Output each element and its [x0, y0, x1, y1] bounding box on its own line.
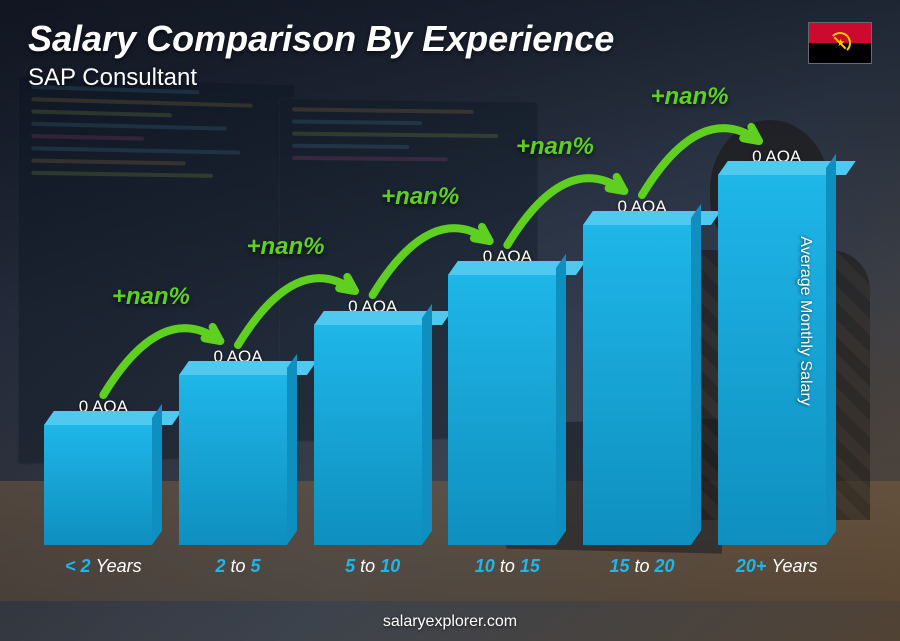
bar [44, 425, 162, 545]
chart-title: Salary Comparison By Experience [28, 18, 872, 60]
y-axis-label: Average Monthly Salary [796, 236, 814, 406]
bar-group-1: 0 AOA2 to 5 [175, 110, 302, 545]
bar [583, 225, 701, 545]
bar [179, 375, 297, 545]
bar-chart: 0 AOA< 2 Years0 AOA2 to 50 AOA5 to 100 A… [40, 110, 840, 581]
footer-attribution: salaryexplorer.com [0, 613, 900, 631]
percent-increase-label: +nan% [112, 283, 190, 311]
bar-group-3: 0 AOA10 to 15 [444, 110, 571, 545]
percent-increase-label: +nan% [381, 183, 459, 211]
country-flag-angola: ★ [808, 22, 872, 64]
bar-group-4: 0 AOA15 to 20 [579, 110, 706, 545]
chart-subtitle: SAP Consultant [28, 64, 872, 92]
bar [314, 325, 432, 545]
header: Salary Comparison By Experience SAP Cons… [28, 18, 872, 92]
bar-category-label: < 2 Years [65, 556, 142, 577]
bar-category-label: 15 to 20 [609, 556, 674, 577]
bar [718, 175, 836, 545]
bar-group-5: 0 AOA20+ Years [713, 110, 840, 545]
bar-category-label: 10 to 15 [475, 556, 540, 577]
bar [448, 275, 566, 545]
percent-increase-label: +nan% [246, 233, 324, 261]
bar-group-0: 0 AOA< 2 Years [40, 110, 167, 545]
bar-category-label: 2 to 5 [215, 556, 260, 577]
percent-increase-label: +nan% [516, 133, 594, 161]
bar-category-label: 20+ Years [736, 556, 818, 577]
bar-category-label: 5 to 10 [345, 556, 400, 577]
bar-group-2: 0 AOA5 to 10 [309, 110, 436, 545]
